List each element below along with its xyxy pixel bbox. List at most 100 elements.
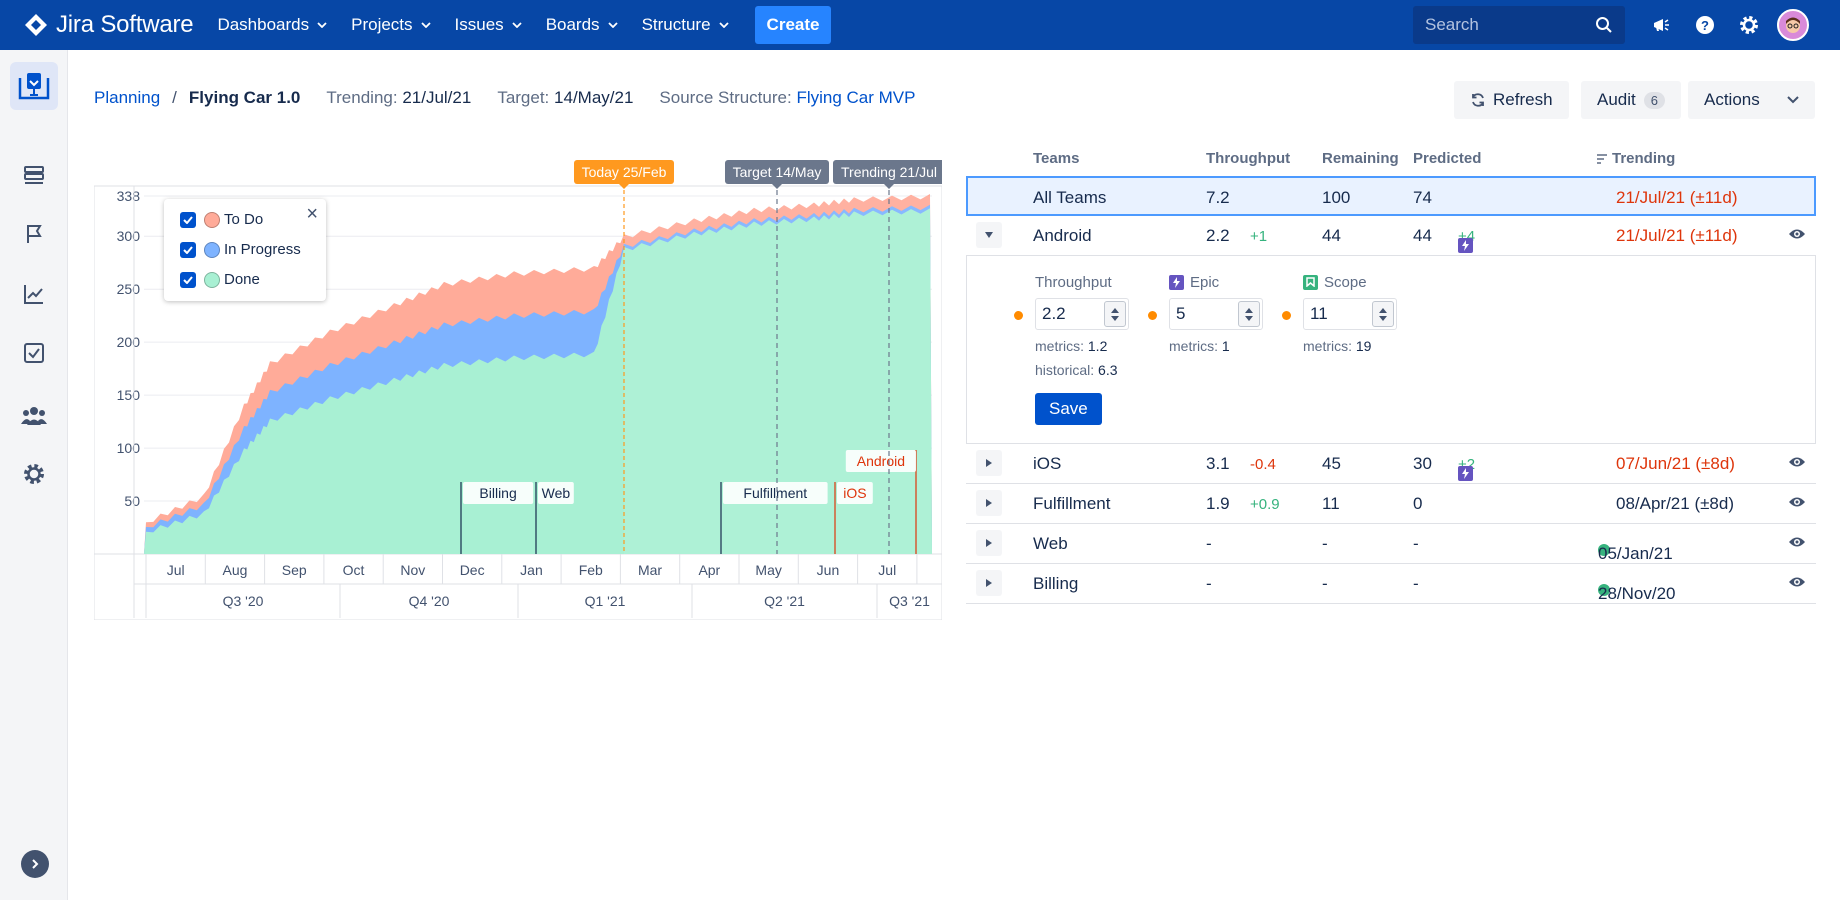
predicted-value: - [1413, 534, 1419, 553]
legend-label-done: Done [224, 271, 260, 288]
epic-input[interactable]: 5 [1148, 298, 1263, 330]
eye-icon[interactable] [1788, 496, 1806, 508]
legend-item-todo[interactable]: To Do [180, 211, 263, 228]
legend-item-done[interactable]: Done [180, 271, 260, 288]
audit-button[interactable]: Audit 6 [1581, 81, 1681, 119]
quarter-label: Q3 '21 [889, 593, 930, 609]
marker-label: Today 25/Feb [582, 164, 667, 180]
month-label: Oct [343, 562, 365, 578]
settings-button[interactable] [1733, 9, 1765, 41]
legend-item-in-progress[interactable]: In Progress [180, 241, 301, 258]
nav-dashboards[interactable]: Dashboards [205, 0, 339, 50]
search-input[interactable]: Search [1413, 6, 1625, 44]
lightning-icon [1458, 238, 1473, 253]
nav-projects[interactable]: Projects [339, 0, 442, 50]
checkbox-checked-icon[interactable] [180, 241, 196, 258]
jira-logo[interactable]: Jira Software [24, 11, 194, 39]
month-label: Feb [579, 562, 603, 578]
chart-line-icon [24, 285, 43, 304]
checkbox-checked-icon[interactable] [180, 271, 196, 288]
expand-button[interactable] [976, 450, 1002, 476]
metrics-label: metrics: [1169, 338, 1218, 354]
legend-label-in-progress: In Progress [224, 241, 301, 258]
sidebar-item-backlog[interactable] [20, 162, 48, 190]
nav-boards[interactable]: Boards [534, 0, 630, 50]
notifications-button[interactable] [1645, 9, 1677, 41]
audit-label: Audit [1597, 90, 1636, 109]
metrics-label: metrics: [1303, 338, 1352, 354]
epic-stepper[interactable] [1238, 301, 1260, 327]
android-detail-panel: Throughput 2.2 metrics: 1.2 historical: … [966, 256, 1816, 444]
modified-dot [1014, 311, 1023, 320]
month-label: Sep [282, 562, 307, 578]
col-teams[interactable]: Teams [1033, 150, 1080, 167]
throughput-field-label: Throughput [1035, 273, 1112, 291]
nav-issues-label: Issues [454, 15, 504, 34]
table-row-web[interactable]: Web - - - 05/Jan/21 [966, 524, 1816, 564]
scope-stepper[interactable] [1372, 301, 1394, 327]
structure-app-icon[interactable] [10, 62, 58, 110]
nav-issues[interactable]: Issues [443, 0, 534, 50]
sidebar-item-reports[interactable] [20, 280, 48, 308]
marker-label-bg [574, 160, 674, 184]
table-row-fulfillment[interactable]: Fulfillment 1.9 +0.9 11 0 08/Apr/21 (±8d… [966, 484, 1816, 524]
table-row-ios[interactable]: iOS 3.1 -0.4 45 30 +2 07/Jun/21 (±8d) [966, 444, 1816, 484]
expand-button[interactable] [976, 490, 1002, 516]
epic-label-text: Epic [1190, 273, 1220, 291]
table-row-all-teams[interactable]: All Teams 7.2 100 74 21/Jul/21 (±11d) [966, 176, 1816, 216]
eye-icon[interactable] [1788, 228, 1806, 240]
eye-icon[interactable] [1788, 536, 1806, 548]
user-avatar[interactable] [1777, 9, 1809, 41]
chevron-down-icon [718, 22, 729, 28]
create-button[interactable]: Create [754, 6, 832, 44]
throughput-input[interactable]: 2.2 [1014, 298, 1129, 330]
month-label: Dec [460, 562, 485, 578]
throughput-delta: +1 [1250, 228, 1268, 245]
sidebar-item-releases[interactable] [20, 220, 48, 248]
scope-input[interactable]: 11 [1282, 298, 1397, 330]
legend-label-todo: To Do [224, 211, 264, 228]
milestone-label: Fulfillment [743, 485, 807, 501]
col-throughput[interactable]: Throughput [1206, 150, 1291, 167]
team-name: Billing [1033, 574, 1079, 593]
milestone-label-bg [538, 482, 574, 504]
chevron-down-icon [1787, 96, 1799, 104]
breadcrumb-planning[interactable]: Planning [94, 88, 161, 107]
modified-dot [1282, 311, 1291, 320]
col-trending[interactable]: Trending [1596, 150, 1675, 167]
table-header: Teams Throughput Remaining Predicted Tre… [966, 144, 1816, 176]
save-button[interactable]: Save [1035, 393, 1102, 425]
avatar-face-icon [1786, 17, 1800, 33]
marker-label: Target 14/May [733, 164, 822, 180]
help-button[interactable]: ? [1689, 9, 1721, 41]
table-row-android[interactable]: Android 2.2 +1 44 44 +4 21/Jul/21 (±11d) [966, 216, 1816, 256]
marker-label-bg [725, 160, 829, 184]
nav-structure[interactable]: Structure [630, 0, 741, 50]
expand-button[interactable] [976, 570, 1002, 596]
expand-sidebar-button[interactable] [21, 850, 49, 878]
throughput-field: Throughput 2.2 metrics: 1.2 historical: … [1014, 272, 1165, 378]
actions-dropdown[interactable]: Actions [1688, 81, 1815, 119]
close-legend-button[interactable]: × [306, 203, 318, 225]
source-structure-link[interactable]: Flying Car MVP [796, 88, 916, 107]
checkbox-checked-icon[interactable] [180, 211, 196, 228]
done-status-dot [1598, 584, 1610, 596]
scope-field: Scope 11 metrics: 19 [1282, 272, 1433, 354]
epic-field: Epic 5 metrics: 1 [1148, 272, 1299, 354]
sidebar-item-issues[interactable] [20, 339, 48, 367]
eye-icon[interactable] [1788, 576, 1806, 588]
table-row-billing[interactable]: Billing - - - 28/Nov/20 [966, 564, 1816, 604]
throughput-stepper[interactable] [1104, 301, 1126, 327]
throughput-value: 2.2 [1206, 226, 1230, 245]
col-remaining[interactable]: Remaining [1322, 150, 1399, 167]
sidebar-item-teams[interactable] [20, 402, 48, 430]
milestone-label-bg [723, 482, 828, 504]
predicted-delta: +2 [1458, 456, 1475, 481]
target-label: Target: [497, 88, 550, 107]
refresh-button[interactable]: Refresh [1454, 81, 1569, 119]
collapse-button[interactable] [976, 222, 1002, 248]
eye-icon[interactable] [1788, 456, 1806, 468]
col-predicted[interactable]: Predicted [1413, 150, 1482, 167]
expand-button[interactable] [976, 530, 1002, 556]
sidebar-item-settings[interactable] [20, 460, 48, 488]
